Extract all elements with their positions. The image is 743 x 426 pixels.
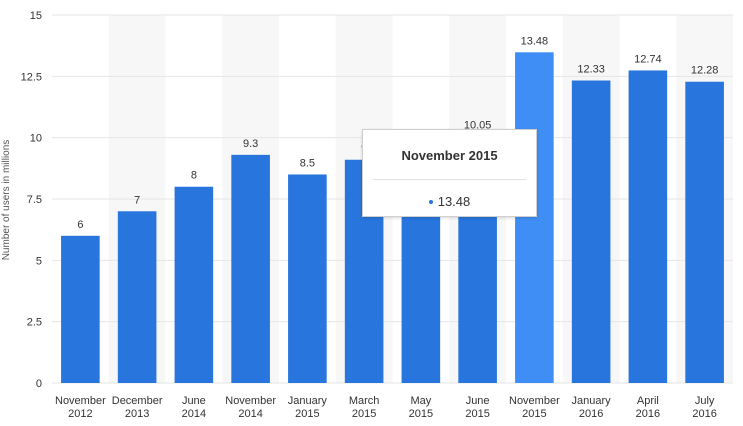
bar[interactable] — [515, 52, 554, 383]
bar[interactable] — [174, 186, 214, 383]
data-label: 6 — [77, 219, 83, 231]
tooltip-value: 13.48 — [437, 194, 471, 209]
x-tick-label: January — [288, 395, 328, 407]
x-tick-label: March — [349, 395, 380, 407]
data-label: 10.05 — [464, 119, 492, 131]
x-tick-label: 2012 — [68, 408, 92, 420]
tooltip-row: 13.48 — [363, 194, 536, 209]
bar[interactable] — [117, 211, 157, 383]
bar[interactable] — [61, 235, 100, 383]
x-tick-label: 2016 — [692, 408, 716, 420]
y-tick-label: 2.5 — [27, 317, 42, 329]
data-label: 12.28 — [691, 65, 719, 77]
x-tick-label: 2013 — [125, 408, 149, 420]
x-tick-label: 2015 — [522, 408, 546, 420]
y-tick-label: 12.5 — [21, 71, 42, 83]
y-tick-label: 15 — [30, 10, 42, 22]
x-tick-label: December — [112, 395, 163, 407]
x-tick-label: 2016 — [636, 408, 660, 420]
x-tick-label: November — [225, 395, 276, 407]
x-tick-label: 2014 — [182, 408, 206, 420]
bar[interactable] — [571, 80, 611, 383]
x-tick-label: November — [55, 395, 106, 407]
x-tick-label: 2016 — [579, 408, 603, 420]
x-tick-label: 2015 — [465, 408, 489, 420]
x-tick-label: May — [410, 395, 431, 407]
data-label: 7 — [134, 194, 140, 206]
bars — [61, 52, 724, 384]
x-tick-label: June — [466, 395, 490, 407]
data-label: 12.33 — [577, 64, 605, 76]
x-tick-label: 2014 — [238, 408, 262, 420]
data-label: 9.3 — [243, 138, 258, 150]
x-tick-label: 2015 — [295, 408, 319, 420]
x-tick-label: 2015 — [409, 408, 433, 420]
tooltip: November 2015 13.48 — [362, 129, 537, 217]
y-tick-label: 0 — [36, 378, 42, 390]
bar[interactable] — [231, 154, 270, 383]
x-tick-label: January — [572, 395, 612, 407]
data-label: 12.74 — [634, 53, 662, 65]
x-axis-ticks: November2012December2013June2014November… — [55, 395, 717, 420]
x-tick-label: July — [695, 395, 715, 407]
y-tick-label: 10 — [30, 133, 42, 145]
y-tick-label: 5 — [36, 255, 42, 267]
x-tick-label: 2015 — [352, 408, 376, 420]
x-tick-label: June — [182, 395, 206, 407]
data-label: 8.5 — [300, 157, 315, 169]
y-tick-label: 7.5 — [27, 194, 42, 206]
bar[interactable] — [628, 70, 668, 383]
tooltip-title: November 2015 — [401, 148, 498, 163]
data-label: 13.48 — [521, 35, 549, 47]
bar[interactable] — [685, 81, 724, 384]
x-tick-label: November — [509, 395, 560, 407]
bar[interactable] — [288, 174, 327, 383]
y-axis-title: Number of users in millions — [1, 140, 12, 261]
tooltip-divider — [373, 179, 526, 180]
y-axis-ticks: 0 2.5 5 7.5 10 12.5 15 — [21, 10, 42, 390]
series-dot-icon — [428, 199, 433, 204]
x-tick-label: April — [637, 395, 659, 407]
data-label: 8 — [191, 170, 197, 182]
